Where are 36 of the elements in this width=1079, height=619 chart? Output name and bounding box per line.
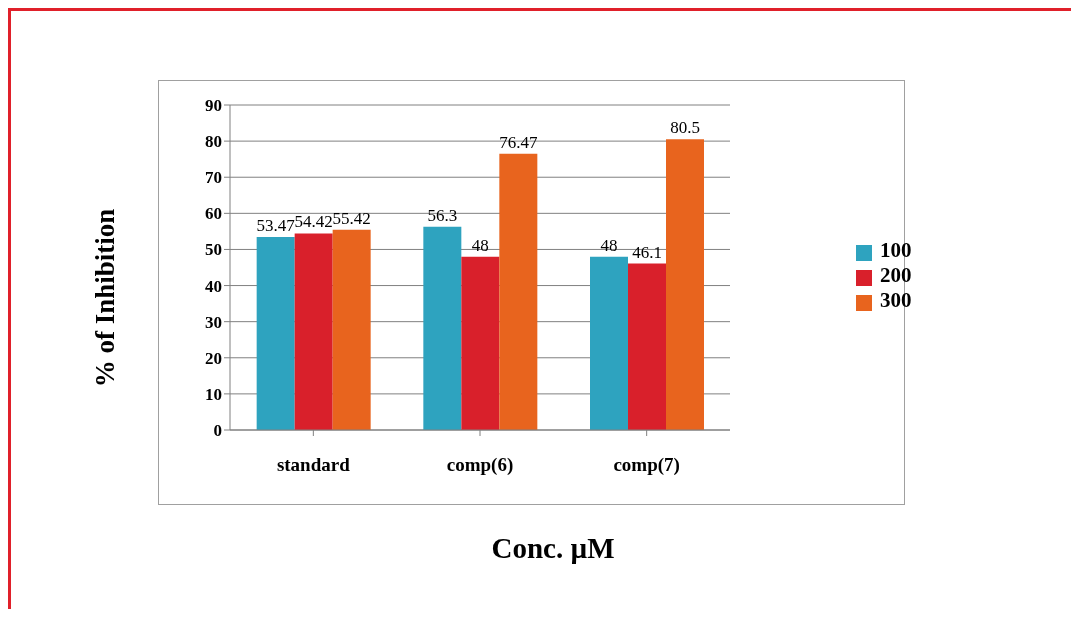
data-label: 46.1 [632, 242, 662, 262]
bar [332, 229, 371, 430]
y-tick-label: 0 [213, 421, 222, 441]
y-tick-label: 50 [205, 240, 222, 260]
y-tick-label: 90 [205, 96, 222, 116]
data-label: 55.42 [332, 208, 371, 228]
data-label: 76.47 [499, 132, 538, 152]
bar [628, 263, 666, 430]
y-tick-label: 30 [205, 312, 222, 332]
bar [461, 256, 500, 430]
bar [590, 256, 628, 430]
y-tick-label: 60 [205, 204, 222, 224]
y-tick-label: 70 [205, 168, 222, 188]
y-tick-label: 10 [205, 384, 222, 404]
legend-label: 200 [880, 263, 912, 287]
y-tick-label: 80 [205, 132, 222, 152]
data-label: 48 [600, 235, 618, 255]
data-label: 53.47 [256, 215, 296, 235]
bar [423, 226, 462, 430]
data-label: 80.5 [670, 118, 700, 138]
bar [256, 236, 295, 430]
x-axis-title: Conc. µM [491, 531, 615, 565]
bar [666, 139, 704, 430]
bar [499, 153, 538, 430]
x-tick-label: comp(6) [446, 454, 514, 477]
y-axis-title: % of Inhibition [89, 208, 121, 388]
bar [294, 233, 333, 430]
data-label: 48 [471, 235, 489, 255]
y-tick-label: 20 [205, 348, 222, 368]
x-tick-label: standard [276, 454, 351, 476]
legend-label: 100 [880, 238, 912, 262]
data-label: 56.3 [427, 205, 458, 225]
x-tick-label: comp(7) [613, 454, 680, 477]
legend-label: 300 [880, 288, 912, 312]
data-label: 54.42 [294, 212, 333, 232]
y-tick-label: 40 [205, 276, 222, 296]
